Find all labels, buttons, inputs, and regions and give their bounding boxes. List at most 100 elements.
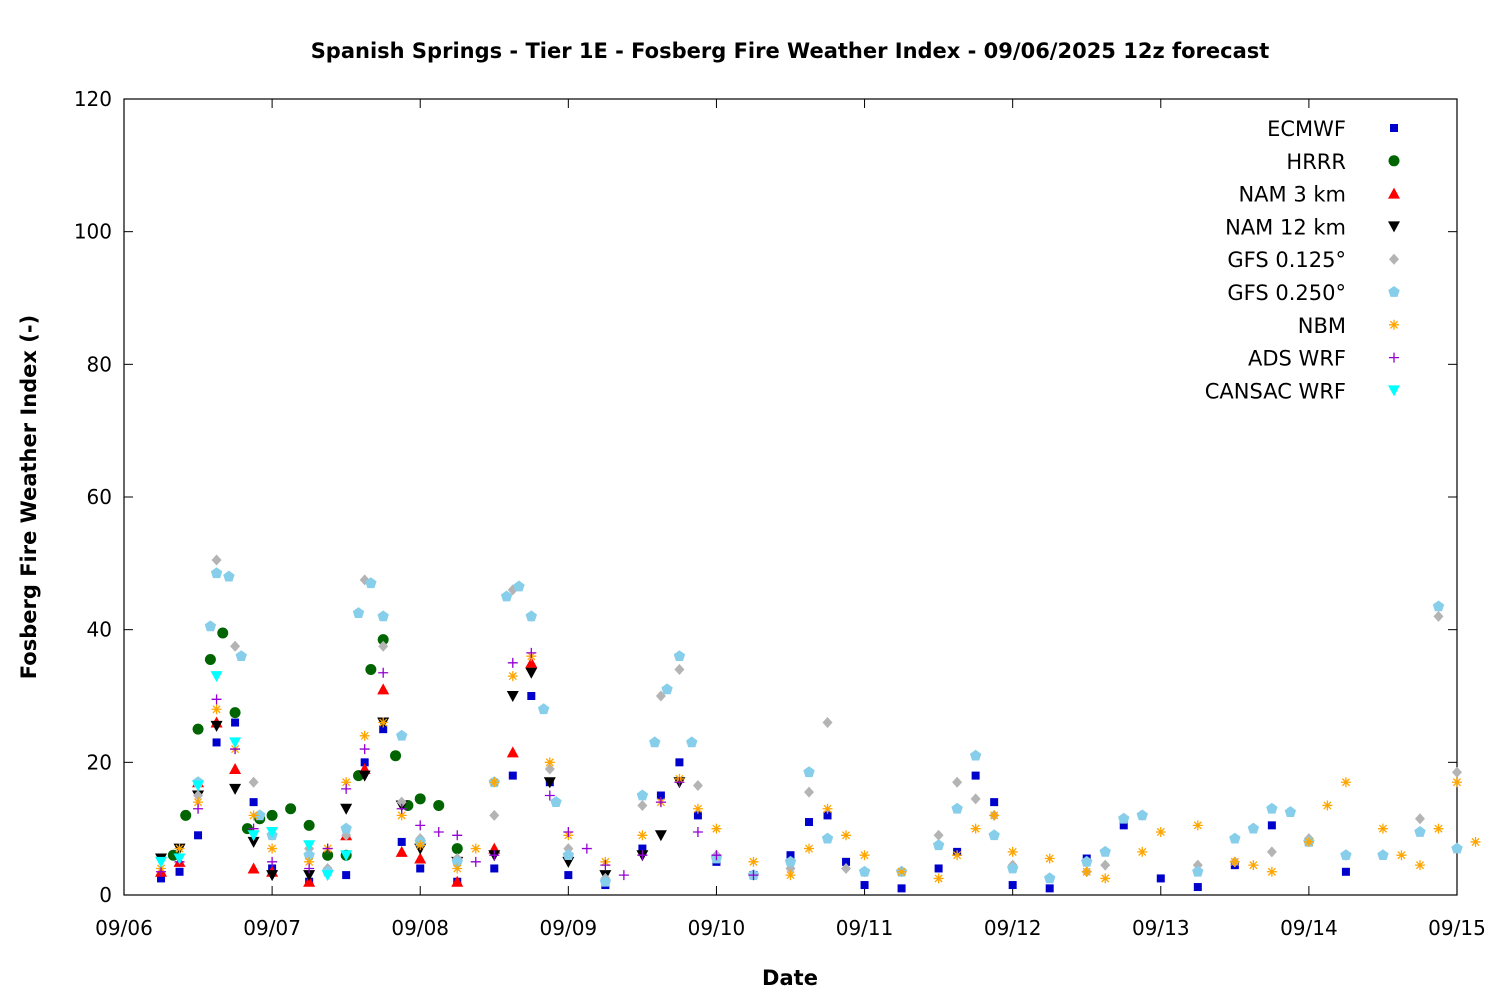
legend-label: GFS 0.250° [1227, 281, 1346, 305]
data-point [414, 793, 426, 805]
data-point [416, 864, 425, 873]
data-point [932, 839, 945, 851]
data-point [1377, 823, 1388, 834]
data-point [285, 803, 297, 815]
data-point [1284, 806, 1297, 817]
data-point [229, 737, 242, 749]
data-point [637, 830, 648, 841]
data-point [377, 634, 389, 646]
legend-label: GFS 0.125° [1227, 248, 1346, 272]
y-tick-label: 100 [74, 220, 112, 244]
x-tick-label: 09/11 [836, 916, 894, 940]
data-point [340, 822, 352, 834]
legend-label: ADS WRF [1248, 347, 1346, 371]
legend-marker [1389, 352, 1399, 363]
legend-marker [1388, 221, 1400, 233]
data-point [1100, 859, 1111, 871]
data-point [618, 870, 629, 881]
data-point [1119, 821, 1128, 830]
data-point [390, 750, 402, 762]
data-point [692, 826, 703, 837]
axis-ticks [123, 98, 1458, 896]
data-point [636, 789, 649, 801]
data-point [1414, 813, 1425, 825]
data-point [266, 870, 279, 882]
data-point [230, 640, 241, 652]
x-tick-label: 09/15 [1428, 916, 1486, 940]
data-point [414, 852, 427, 864]
y-tick-label: 60 [87, 485, 112, 509]
data-point [303, 849, 315, 861]
data-point [951, 802, 963, 814]
data-point [1433, 610, 1444, 622]
data-point [267, 856, 278, 867]
data-point [1340, 777, 1351, 788]
data-point [896, 866, 907, 877]
data-point [229, 707, 241, 719]
data-point [303, 875, 316, 887]
data-point [1007, 846, 1018, 857]
y-tick-label: 40 [87, 618, 112, 642]
data-point [599, 875, 612, 887]
data-point [360, 758, 369, 767]
data-point [692, 803, 703, 814]
data-point [193, 790, 204, 801]
data-point [1192, 820, 1203, 831]
data-point [359, 730, 370, 741]
data-point [933, 873, 944, 884]
data-point [248, 776, 259, 788]
series-cansac-wrf [155, 671, 353, 882]
data-point [452, 863, 463, 874]
data-point [157, 874, 166, 883]
data-point [1396, 850, 1407, 861]
data-point [204, 620, 217, 632]
x-tick-label: 09/06 [95, 916, 153, 940]
data-point [173, 853, 186, 865]
data-point [673, 650, 686, 662]
data-point [934, 864, 943, 873]
data-point [748, 856, 759, 867]
data-point [860, 881, 869, 890]
data-point [379, 725, 388, 734]
legend: ECMWF HRRR NAM 3 km NAM 12 km GFS 0.125° GFS … [1205, 117, 1400, 403]
data-point [1008, 881, 1017, 890]
legend-marker [1388, 187, 1400, 199]
data-point [451, 855, 463, 867]
data-point [661, 683, 673, 695]
data-point [823, 811, 832, 820]
data-point [1322, 800, 1333, 811]
data-point [784, 855, 797, 867]
data-point [1045, 884, 1054, 893]
data-point [527, 692, 536, 700]
data-point [1136, 809, 1148, 821]
data-point [341, 783, 352, 794]
data-point [785, 870, 796, 881]
data-point [247, 830, 260, 842]
data-point [489, 777, 500, 788]
data-point [581, 843, 592, 854]
data-point [506, 691, 519, 702]
data-point [506, 746, 519, 758]
data-point [1044, 853, 1055, 864]
data-point [544, 763, 555, 775]
axis-tick-labels: 0 20 40 60 80 100 120 09/06 09/07 09/08 09/09 09/10… [74, 87, 1486, 940]
data-point [600, 860, 611, 871]
data-point [1247, 822, 1260, 834]
data-point [952, 850, 963, 861]
data-point [508, 771, 517, 780]
data-point [1081, 855, 1093, 867]
data-point [507, 671, 518, 682]
data-point [1341, 867, 1350, 876]
data-point [1043, 872, 1056, 884]
data-point [358, 770, 371, 782]
data-point [267, 843, 278, 854]
data-point [266, 826, 279, 838]
data-point [525, 667, 538, 679]
data-point [304, 856, 315, 867]
data-point [563, 826, 574, 837]
y-tick-label: 0 [99, 883, 112, 907]
data-point [803, 766, 815, 778]
series-ads-wrf [156, 647, 759, 881]
data-point [821, 832, 834, 844]
